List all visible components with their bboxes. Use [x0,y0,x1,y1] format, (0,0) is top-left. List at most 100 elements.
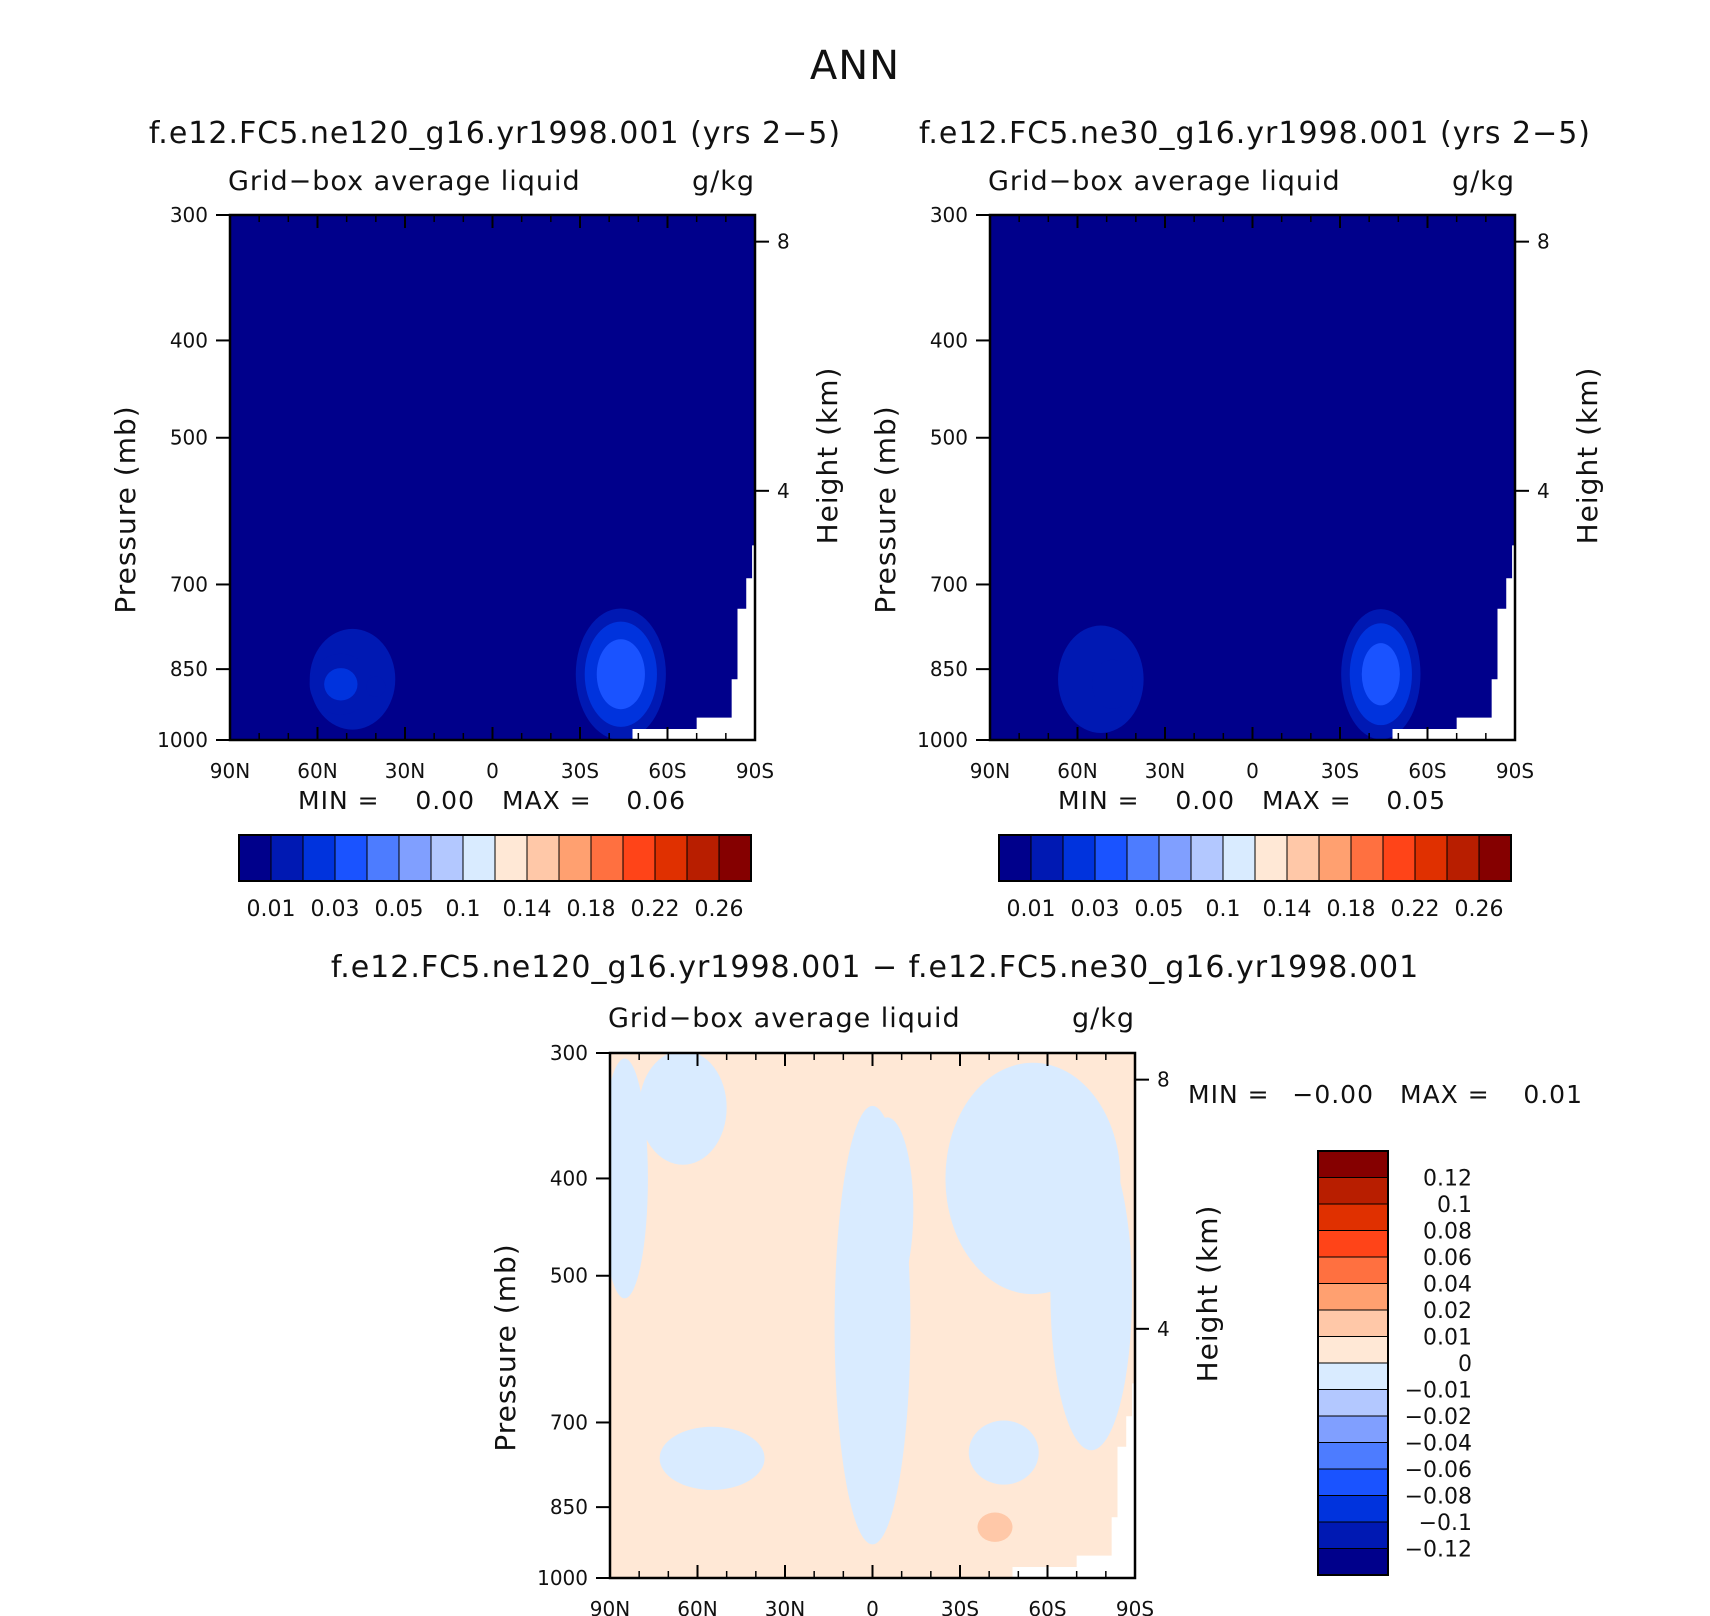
y2-tick-label: 8 [777,230,790,254]
contour-fill [324,668,358,701]
y-tick-label: 300 [170,203,208,227]
colorbar-swatch [398,834,432,882]
colorbar-swatch [1382,834,1416,882]
colorbar-swatch [462,834,496,882]
y-tick-label: 850 [170,657,208,681]
x-tick-label: 60S [1028,1597,1066,1616]
colorbar-swatch [1190,834,1224,882]
colorbar-label: −0.02 [1405,1405,1472,1430]
colorbar-swatch [686,834,720,882]
contour-fill [1091,659,1134,709]
colorbar-swatch [590,834,624,882]
panel1-colorbar: 0.01 0.03 0.05 0.1 0.14 0.18 0.22 0.26 [238,834,752,922]
y-tick-label: 500 [550,1264,588,1288]
x-tick-label: 90N [590,1597,630,1616]
y2-axis-label: Height (km) [1571,367,1604,545]
colorbar-swatch [366,834,400,882]
colorbar-label: 0.22 [1391,897,1440,922]
colorbar-label: 0 [1458,1352,1472,1377]
orography-mask [632,545,755,740]
panel3-units: g/kg [1072,1003,1135,1034]
orography-mask [1012,1383,1135,1578]
colorbar-swatch [1222,834,1256,882]
colorbar-label: 0.02 [1423,1299,1472,1324]
colorbar-swatch [1030,834,1064,882]
colorbar-swatch [718,834,752,882]
panel2-units: g/kg [1452,166,1515,197]
y2-tick-label: 4 [777,479,790,503]
x-tick-label: 0 [486,759,499,783]
colorbar-swatch [1317,1336,1389,1364]
colorbar-swatch [1317,1203,1389,1231]
colorbar-label: −0.01 [1405,1379,1472,1404]
y-tick-label: 700 [550,1410,588,1434]
colorbar-swatch [1318,834,1352,882]
colorbar-label: 0.1 [446,897,481,922]
colorbar-label: 0.26 [1455,897,1504,922]
panel2-variable: Grid−box average liquid [988,166,1341,197]
x-tick-label: 60N [1057,759,1097,783]
colorbar-label: 0.05 [1135,897,1184,922]
colorbar-swatch [1317,1495,1389,1523]
contour-fill [610,1058,648,1299]
colorbar-label: 0.14 [503,897,552,922]
y-tick-label: 500 [930,426,968,450]
x-tick-label: 30N [765,1597,805,1616]
y-tick-label: 400 [550,1166,588,1190]
x-tick-label: 60S [648,759,686,783]
colorbar-swatch [1317,1415,1389,1443]
panel1-plot: 90N 60N 30N 0 30S 60S 90S 300 400 500 700 850 1000 8 4… [109,203,844,783]
colorbar-swatch [1317,1389,1389,1417]
x-tick-label: 30N [1145,759,1185,783]
colorbar-swatch [1317,1256,1389,1284]
panel1-max-label: MAX = [502,786,592,815]
colorbar-label: 0.14 [1263,897,1312,922]
colorbar-swatch [1317,1230,1389,1258]
colorbar-swatch [1286,834,1320,882]
colorbar-swatch [526,834,560,882]
colorbar-swatch [302,834,336,882]
x-tick-label: 0 [1246,759,1259,783]
figure-title: ANN [810,43,900,89]
colorbar-label: 0.12 [1423,1167,1472,1192]
x-tick-label: 90S [1496,759,1534,783]
colorbar-label: 0.03 [1071,897,1120,922]
x-tick-label: 30S [1321,759,1359,783]
colorbar-swatch [1317,1468,1389,1496]
x-tick-label: 60N [677,1597,717,1616]
y2-axis-label: Height (km) [1191,1205,1224,1383]
y2-tick-label: 8 [1157,1068,1170,1092]
y-axis-label: Pressure (mb) [869,405,902,613]
colorbar-swatch [1317,1177,1389,1205]
contour-fill [977,1512,1013,1542]
panel2-min-value: 0.00 [1175,786,1235,815]
colorbar-swatch [1158,834,1192,882]
colorbar-swatch [334,834,368,882]
colorbar-swatch [1478,834,1512,882]
y2-tick-label: 4 [1537,479,1550,503]
colorbar-swatch [998,834,1032,882]
colorbar-label: −0.04 [1405,1432,1472,1457]
panel1-variable: Grid−box average liquid [228,166,581,197]
colorbar-swatch [1126,834,1160,882]
x-tick-label: 0 [866,1597,879,1616]
y-tick-label: 700 [930,572,968,596]
contour-fill [1050,1135,1133,1451]
y2-tick-label: 8 [1537,230,1550,254]
field-background [230,215,755,740]
colorbar-label: 0.1 [1206,897,1241,922]
colorbar-label: −0.12 [1405,1538,1472,1563]
y-tick-label: 700 [170,572,208,596]
colorbar-swatch [238,834,272,882]
colorbar-label: 0.08 [1423,1220,1472,1245]
colorbar-swatch [1254,834,1288,882]
colorbar-swatch [430,834,464,882]
colorbar-label: −0.06 [1405,1458,1472,1483]
x-tick-label: 90S [736,759,774,783]
colorbar-swatch [1062,834,1096,882]
colorbar-label: 0.22 [631,897,680,922]
colorbar-swatch [1446,834,1480,882]
colorbar-swatch [622,834,656,882]
x-tick-label: 30S [561,759,599,783]
colorbar-label: 0.03 [311,897,360,922]
